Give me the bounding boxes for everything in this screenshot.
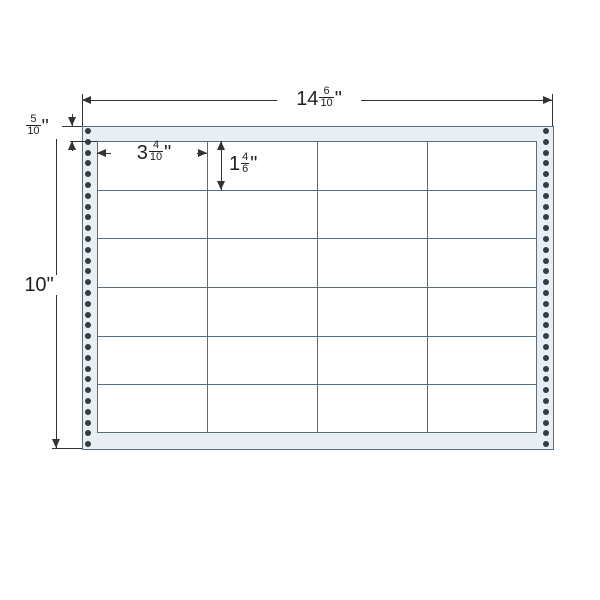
- dim-cell-width-label: 3410": [111, 142, 197, 165]
- dim-total-height-label: 10": [14, 275, 64, 295]
- dim-top-margin-label: 510": [12, 116, 62, 139]
- dim-cell-height-label: 146": [227, 153, 291, 176]
- diagram-canvas: 14610" 10" 510" 3410" 146": [0, 0, 600, 600]
- dim-total-width-label: 14610": [277, 88, 361, 111]
